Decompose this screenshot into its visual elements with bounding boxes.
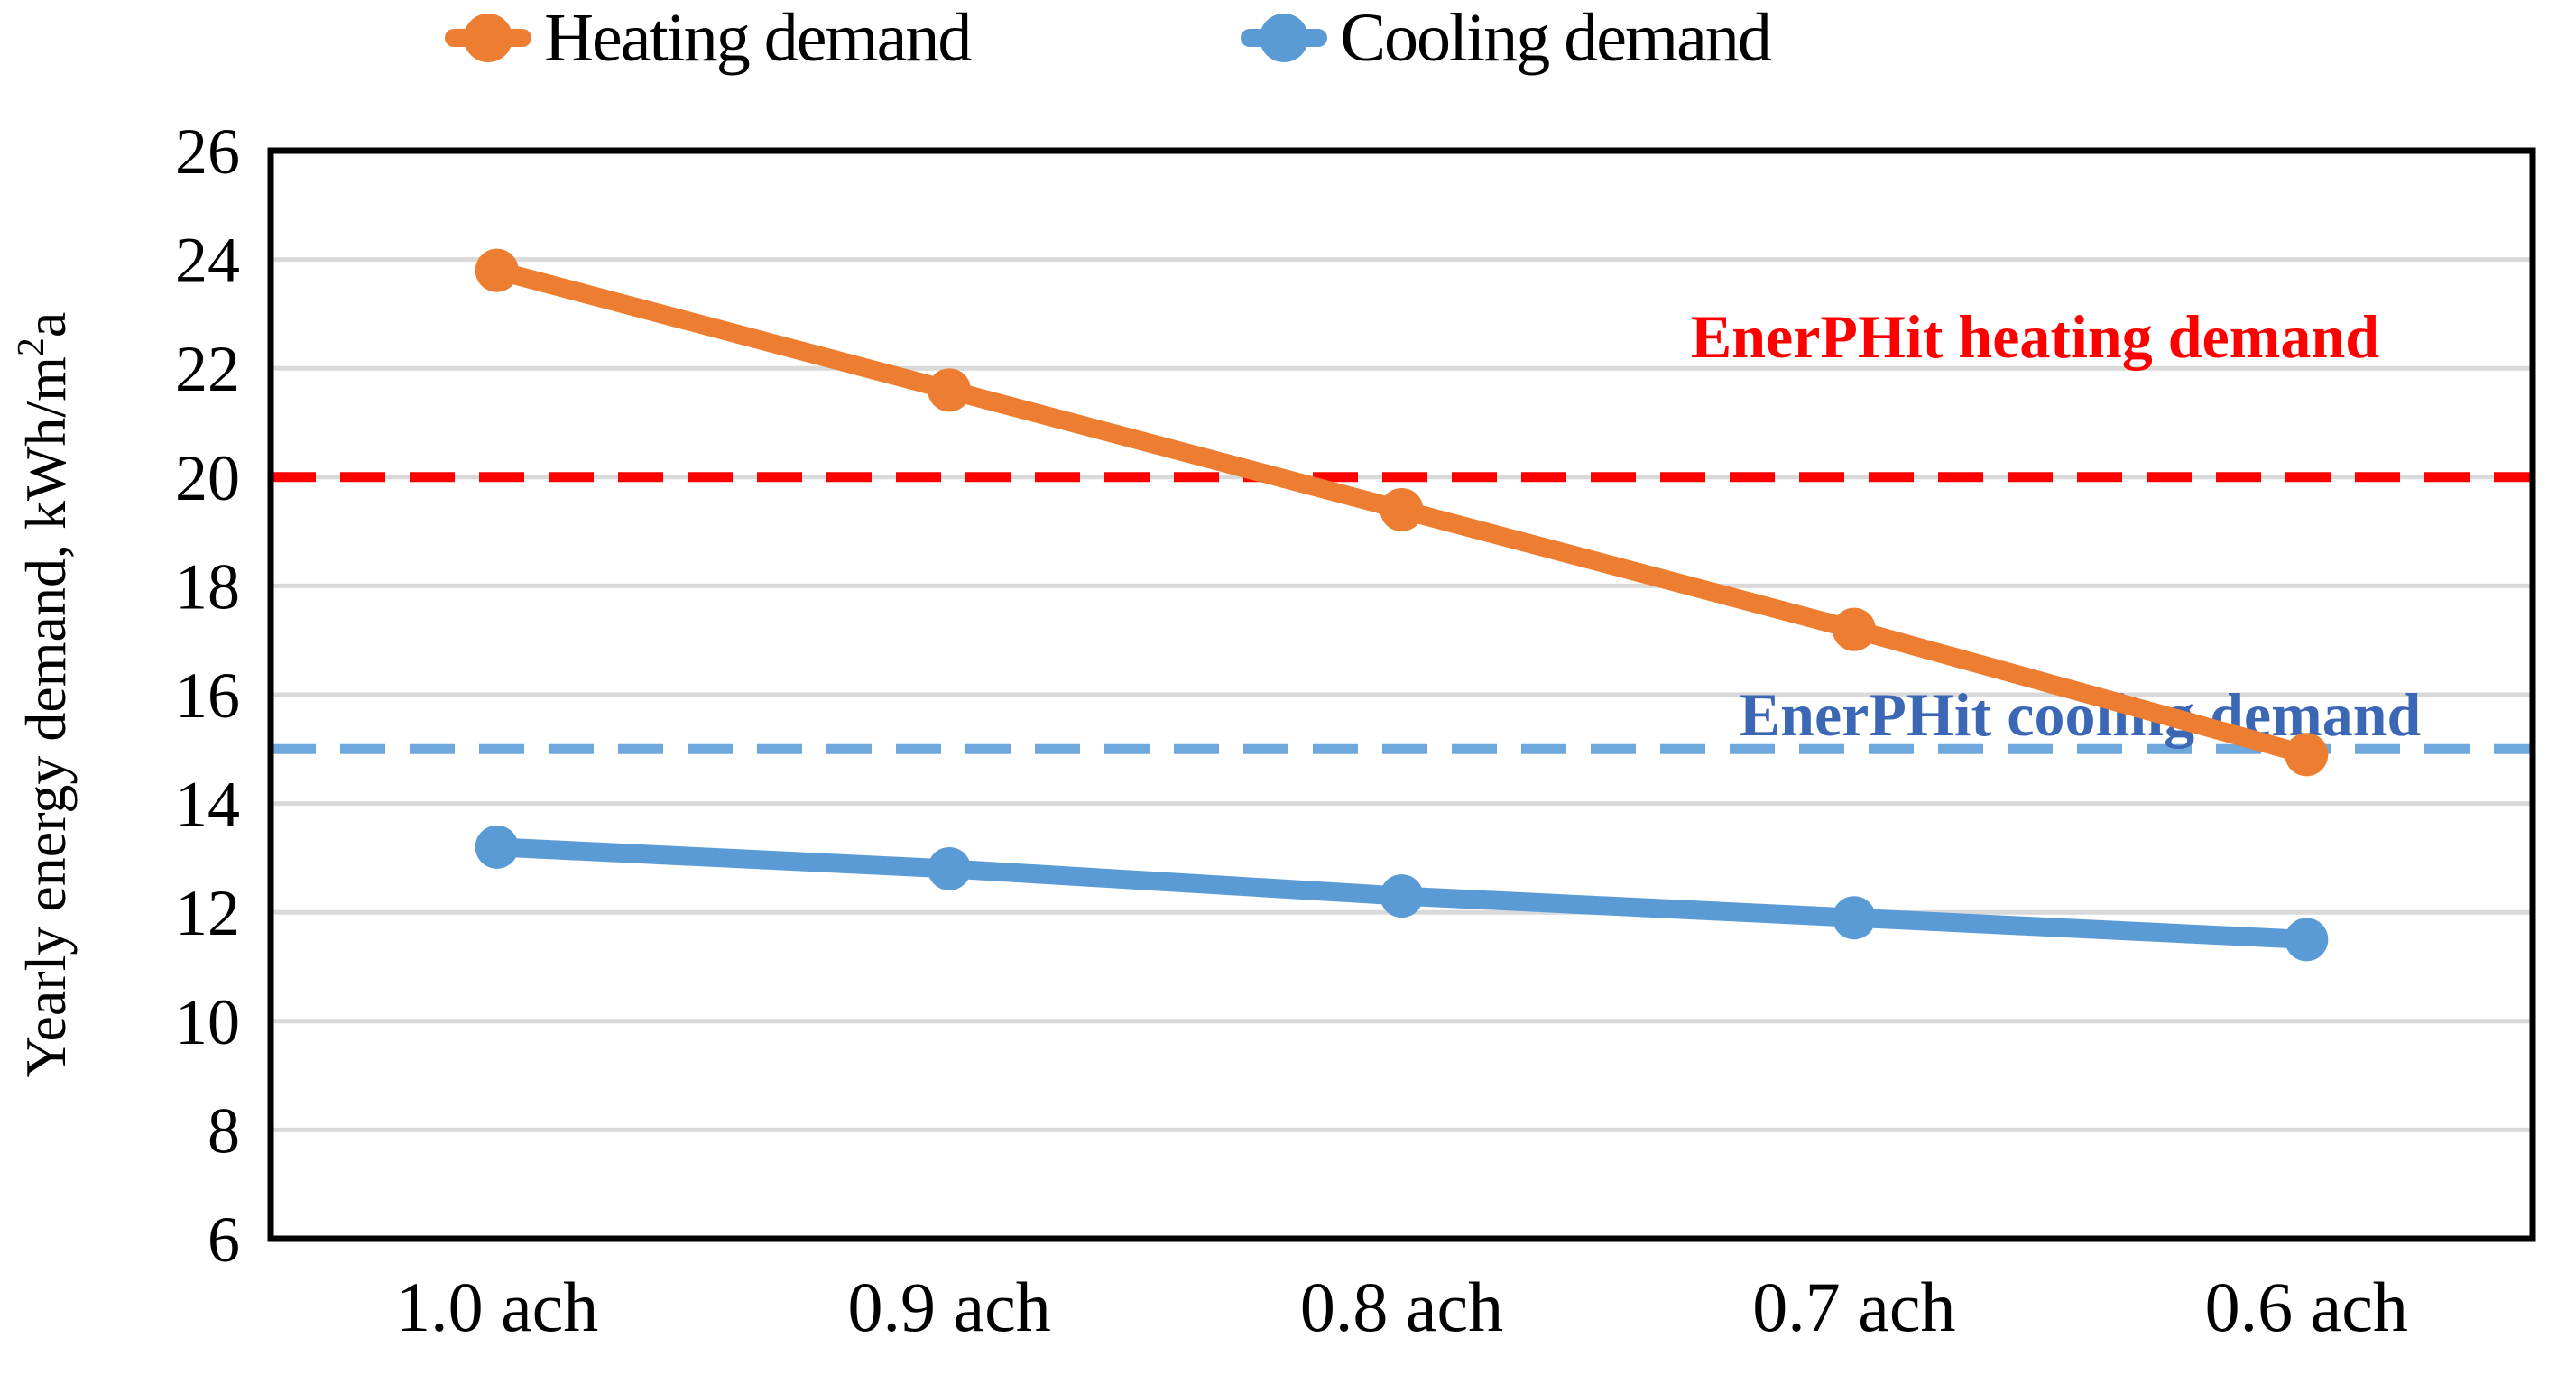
heating-series-marker-icon [445,14,532,62]
x-tick-label: 0.6 ach [2205,1268,2408,1346]
x-tick-label: 0.7 ach [1752,1268,1955,1346]
cooling-series-marker-icon [1241,14,1328,62]
y-tick-label: 22 [175,333,240,405]
y-tick-label: 12 [175,877,240,949]
x-tick-label: 1.0 ach [395,1268,598,1346]
cooling-series-dot-icon [1260,14,1309,62]
reference-line-label: EnerPHit heating demand [1691,302,2379,371]
y-tick-label: 10 [175,986,240,1058]
legend-entry-heating: Heating demand [445,0,972,76]
y-tick-label: 20 [175,442,240,514]
data-point-marker [2285,918,2329,962]
y-tick-label: 18 [175,550,240,623]
data-point-marker [928,846,972,890]
legend-label-heating: Heating demand [544,0,972,76]
plot-border [267,147,2536,1242]
y-tick-label: 16 [175,660,240,732]
data-point-marker [1832,896,1876,940]
data-point-marker [1380,487,1424,531]
data-point-marker [928,368,972,412]
data-point-marker [1380,874,1424,918]
x-tick-label: 0.9 ach [847,1268,1050,1346]
y-tick-label: 26 [175,115,240,188]
data-point-marker [475,248,519,292]
legend-label-cooling: Cooling demand [1340,0,1772,76]
data-point-marker [1832,607,1876,651]
legend-entry-cooling: Cooling demand [1241,0,1772,76]
data-point-marker [2285,733,2329,777]
y-tick-label: 24 [175,225,240,297]
y-tick-label: 6 [208,1204,240,1276]
x-tick-label: 0.8 ach [1300,1268,1503,1346]
chart-legend: Heating demand Cooling demand [0,4,2396,72]
y-axis-title: Yearly energy demand, kWh/m2a [11,312,78,1078]
data-point-marker [475,825,519,869]
y-tick-label: 14 [175,769,240,841]
y-tick-label: 8 [208,1094,240,1167]
heating-series-dot-icon [464,14,513,62]
